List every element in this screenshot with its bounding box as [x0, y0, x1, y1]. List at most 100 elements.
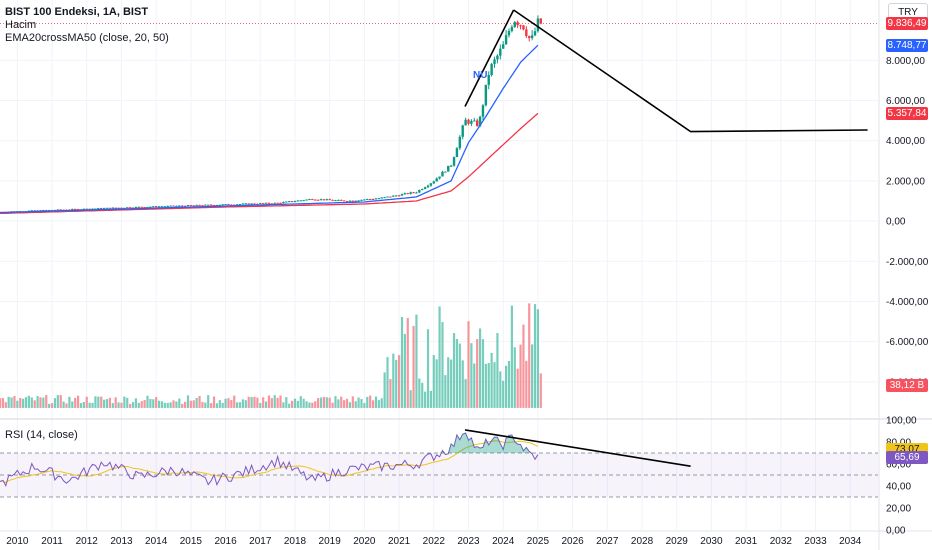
volume-bar	[504, 365, 508, 408]
volume-bar	[418, 378, 421, 408]
volume-bar	[30, 397, 33, 408]
volume-bar	[241, 399, 245, 408]
volume-bar	[502, 380, 505, 408]
price-tick-label: 4.000,00	[886, 136, 925, 147]
candle-body	[366, 198, 369, 200]
volume-bar	[238, 402, 242, 408]
volume-bar	[458, 343, 461, 408]
candle-body	[73, 208, 77, 210]
volume-bar	[325, 397, 328, 408]
candle-body	[351, 200, 355, 202]
volume-bar	[82, 402, 85, 408]
candle-body	[467, 119, 470, 124]
candle-body	[435, 178, 438, 182]
volume-bar	[490, 352, 493, 408]
trendline-drawings[interactable]	[464, 9, 868, 467]
volume-bar	[140, 401, 143, 408]
volume-bar	[317, 398, 320, 408]
volume-bar	[218, 400, 221, 408]
candle-body	[97, 208, 100, 210]
volume-bar	[22, 398, 25, 408]
volume-bar	[204, 402, 207, 408]
candle-body	[461, 125, 464, 137]
rsi-overbought-fill	[514, 441, 518, 453]
candle-body	[331, 199, 334, 201]
candle-body	[154, 206, 158, 208]
volume-bar	[253, 396, 256, 408]
candle-body	[415, 192, 418, 194]
rsi-overbought-fill	[474, 446, 478, 453]
candle-body	[525, 29, 528, 37]
candle-body	[299, 200, 302, 202]
chart-title: BIST 100 Endeksi, 1A, BIST	[5, 6, 149, 18]
rsi-band	[0, 453, 878, 497]
candle-body	[91, 208, 94, 210]
volume-bar	[79, 403, 83, 408]
time-tick-label: 2014	[145, 536, 168, 547]
candle-body	[432, 181, 435, 184]
time-tick-label: 2019	[319, 536, 342, 547]
candle-body	[175, 205, 178, 207]
time-tick-label: 2020	[353, 536, 376, 547]
indicator-legend[interactable]: EMA20crossMA50 (close, 20, 50)	[5, 32, 169, 44]
time-tick-label: 2024	[492, 536, 515, 547]
candle-body	[348, 200, 352, 202]
volume-bar	[215, 403, 218, 408]
price-tick-label: -4.000,00	[886, 297, 929, 308]
candle-body	[418, 189, 421, 193]
candle-body	[510, 26, 514, 31]
time-tick-label: 2018	[284, 536, 307, 547]
candle-body	[172, 205, 175, 207]
candle-body	[212, 204, 216, 206]
volume-legend[interactable]: Hacim	[5, 19, 37, 31]
volume-bar	[426, 329, 430, 408]
candle-body	[45, 209, 48, 211]
candle-body	[441, 171, 444, 177]
volume-bar	[487, 363, 490, 408]
price-tick-label: 8.000,00	[886, 56, 925, 67]
candle-body	[345, 201, 349, 203]
rsi-overbought-fill	[517, 444, 521, 453]
volume-bar	[296, 400, 299, 408]
candle-body	[409, 192, 412, 194]
volume-bar	[33, 400, 36, 408]
volume-bar	[212, 396, 216, 408]
volume-bar	[134, 398, 138, 408]
annotation-label: NU	[473, 70, 488, 81]
candle-body	[539, 18, 542, 24]
volume-bar	[371, 400, 375, 408]
rsi-legend[interactable]: RSI (14, close)	[5, 429, 78, 441]
volume-bar	[369, 395, 372, 408]
volume-bar	[383, 372, 386, 408]
candle-body	[244, 203, 248, 205]
volume-bar	[256, 397, 259, 408]
volume-bar	[539, 373, 542, 408]
rsi-tick-label: 80,00	[886, 438, 911, 449]
volume-bar	[412, 325, 415, 408]
rsi-overbought-fill	[459, 434, 463, 453]
volume-bar	[447, 357, 450, 408]
candle-body	[447, 165, 450, 172]
volume-bar	[88, 402, 91, 408]
candle-body	[128, 207, 132, 209]
rsi-overbought-fill	[488, 440, 492, 453]
rsi-overbought-fill	[491, 437, 495, 453]
volume-bar	[493, 362, 496, 408]
rsi-overbought-fill	[482, 439, 486, 453]
candle-body	[183, 205, 187, 207]
candle-body	[394, 195, 398, 197]
volume-bar	[250, 397, 253, 408]
volume-bar	[481, 339, 485, 408]
volume-bar	[380, 398, 383, 408]
time-tick-label: 2016	[214, 536, 237, 547]
volume-bar	[10, 397, 13, 408]
candle-body	[224, 204, 227, 206]
candle-body	[189, 205, 193, 207]
candle-body	[102, 208, 106, 210]
candle-body	[484, 84, 488, 106]
volume-bar	[169, 402, 172, 408]
price-tick-label: 2.000,00	[886, 176, 925, 187]
volume-bar	[227, 398, 230, 408]
candle-body	[94, 208, 97, 210]
